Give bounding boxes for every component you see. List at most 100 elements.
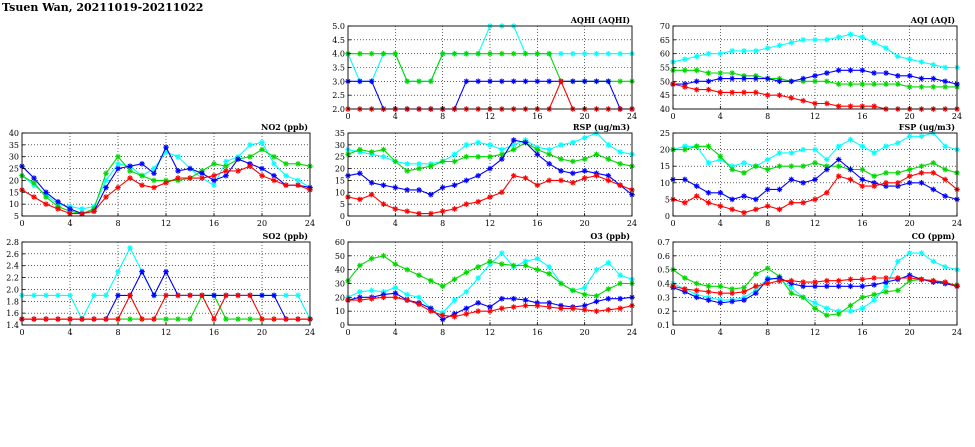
data-point [115,292,121,299]
data-point [593,266,600,273]
data-point [357,297,363,303]
series-line [22,294,310,321]
data-point [499,305,505,312]
series-red [345,294,635,320]
data-point [392,294,399,301]
x-tick-label: 16 [532,112,542,121]
data-point [103,292,109,299]
data-point [906,133,913,140]
data-point [546,78,552,85]
data-point [295,316,301,322]
data-point [847,302,854,309]
data-point [593,293,600,299]
data-point [812,279,818,285]
data-point [428,191,434,198]
data-point [463,142,470,148]
data-point [930,75,937,82]
data-point [404,187,410,193]
data-point [617,50,623,57]
data-point [871,103,877,110]
data-point [753,163,759,169]
data-point [247,163,253,169]
x-tick-label: 24 [627,112,637,121]
series-cyan [19,245,313,322]
data-point [558,50,564,57]
data-point [776,206,783,213]
data-point [847,308,854,314]
data-point [930,84,937,90]
y-tick-label: 2.0 [332,105,345,114]
y-tick-label: 1.8 [6,297,19,306]
data-point [788,78,795,85]
data-point [115,316,121,322]
y-tick-label: 45 [660,91,670,100]
series-red [345,172,635,217]
x-tick-label: 8 [440,219,445,228]
data-point [439,158,446,165]
data-point [693,193,700,199]
data-point [416,187,422,193]
data-point [259,316,265,322]
data-point [31,292,37,299]
data-point [499,156,505,162]
data-point [764,265,771,272]
data-point [717,283,724,290]
data-point [593,78,600,85]
data-point [812,196,818,203]
data-point [883,289,889,295]
data-point [534,255,541,262]
data-point [451,313,458,320]
y-tick-label: 0.7 [657,238,670,247]
data-point [593,172,600,179]
data-point [776,150,783,156]
data-point [895,140,901,146]
data-point [380,182,387,188]
x-tick-label: 20 [257,219,267,228]
data-point [43,201,49,207]
series-blue [670,156,960,203]
y-tick-label: 20 [335,165,345,174]
data-point [487,78,493,85]
data-point [368,295,375,302]
chart-title: AQHI (AQHI) [570,15,631,25]
data-point [776,277,783,284]
data-point [812,100,818,107]
data-point [835,156,842,163]
data-point [247,142,253,148]
x-tick-label: 8 [440,328,445,337]
chart-title: FSP (ug/m3) [899,122,955,132]
data-point [546,151,552,158]
data-point [235,168,241,174]
data-point [163,180,169,186]
data-point [558,280,564,287]
data-point [788,199,795,206]
y-tick-label: 10 [335,188,345,197]
data-point [499,250,505,256]
y-tick-label: 2.4 [6,262,19,271]
data-point [906,166,913,173]
data-point [499,189,505,196]
data-point [942,64,948,71]
y-tick-label: 30 [335,141,345,150]
data-point [79,316,85,322]
chart-no2: 0 4 8 12 16 20 24 5 10 15 20 25 30 35 40 NO2 (ppb) [9,122,315,228]
data-point [451,297,458,303]
data-point [55,292,61,299]
y-tick-label: 20 [335,293,345,302]
data-point [812,146,818,153]
data-point [475,153,481,160]
chart-aqhi: 0 4 8 12 16 20 24 2.0 2.5 3.0 3.5 4.0 4.5 5.0 AQHI (AQ… [332,15,637,121]
data-point [368,78,375,85]
data-point [235,156,241,162]
data-point [847,276,854,283]
data-point [847,103,854,110]
data-point [693,53,700,60]
y-tick-label: 40 [9,129,19,138]
y-tick-label: 15 [335,176,345,185]
data-point [439,184,446,191]
chart-so2: 0 4 8 12 16 20 24 1.4 1.6 1.8 2.0 2.2 2.4 2.6 2.8 SO2 (… [6,231,315,337]
data-point [764,156,771,163]
data-point [139,161,145,167]
data-point [487,194,493,200]
